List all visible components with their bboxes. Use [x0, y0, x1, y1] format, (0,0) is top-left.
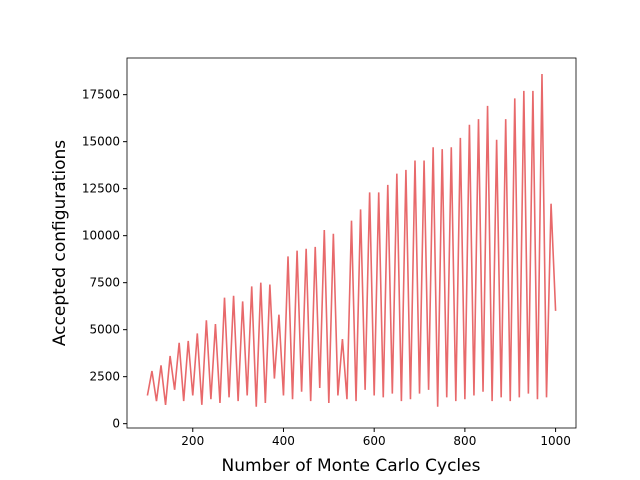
y-tick-label: 0 [112, 417, 120, 431]
y-tick-label: 12500 [82, 182, 120, 196]
x-tick-label: 1000 [540, 434, 571, 448]
x-tick-label: 600 [363, 434, 386, 448]
y-tick-label: 15000 [82, 135, 120, 149]
y-tick-label: 5000 [89, 323, 120, 337]
data-line [146, 73, 557, 407]
plot-frame [126, 57, 577, 429]
x-axis-label: Number of Monte Carlo Cycles [222, 456, 481, 476]
x-tick-label: 200 [181, 434, 204, 448]
x-tick-label: 800 [453, 434, 476, 448]
y-tick-label: 7500 [89, 276, 120, 290]
y-tick-label: 2500 [89, 370, 120, 384]
y-axis-label: Accepted configurations [50, 140, 70, 346]
y-tick-label: 17500 [82, 88, 120, 102]
x-tick-label: 400 [272, 434, 295, 448]
y-tick-label: 10000 [82, 229, 120, 243]
